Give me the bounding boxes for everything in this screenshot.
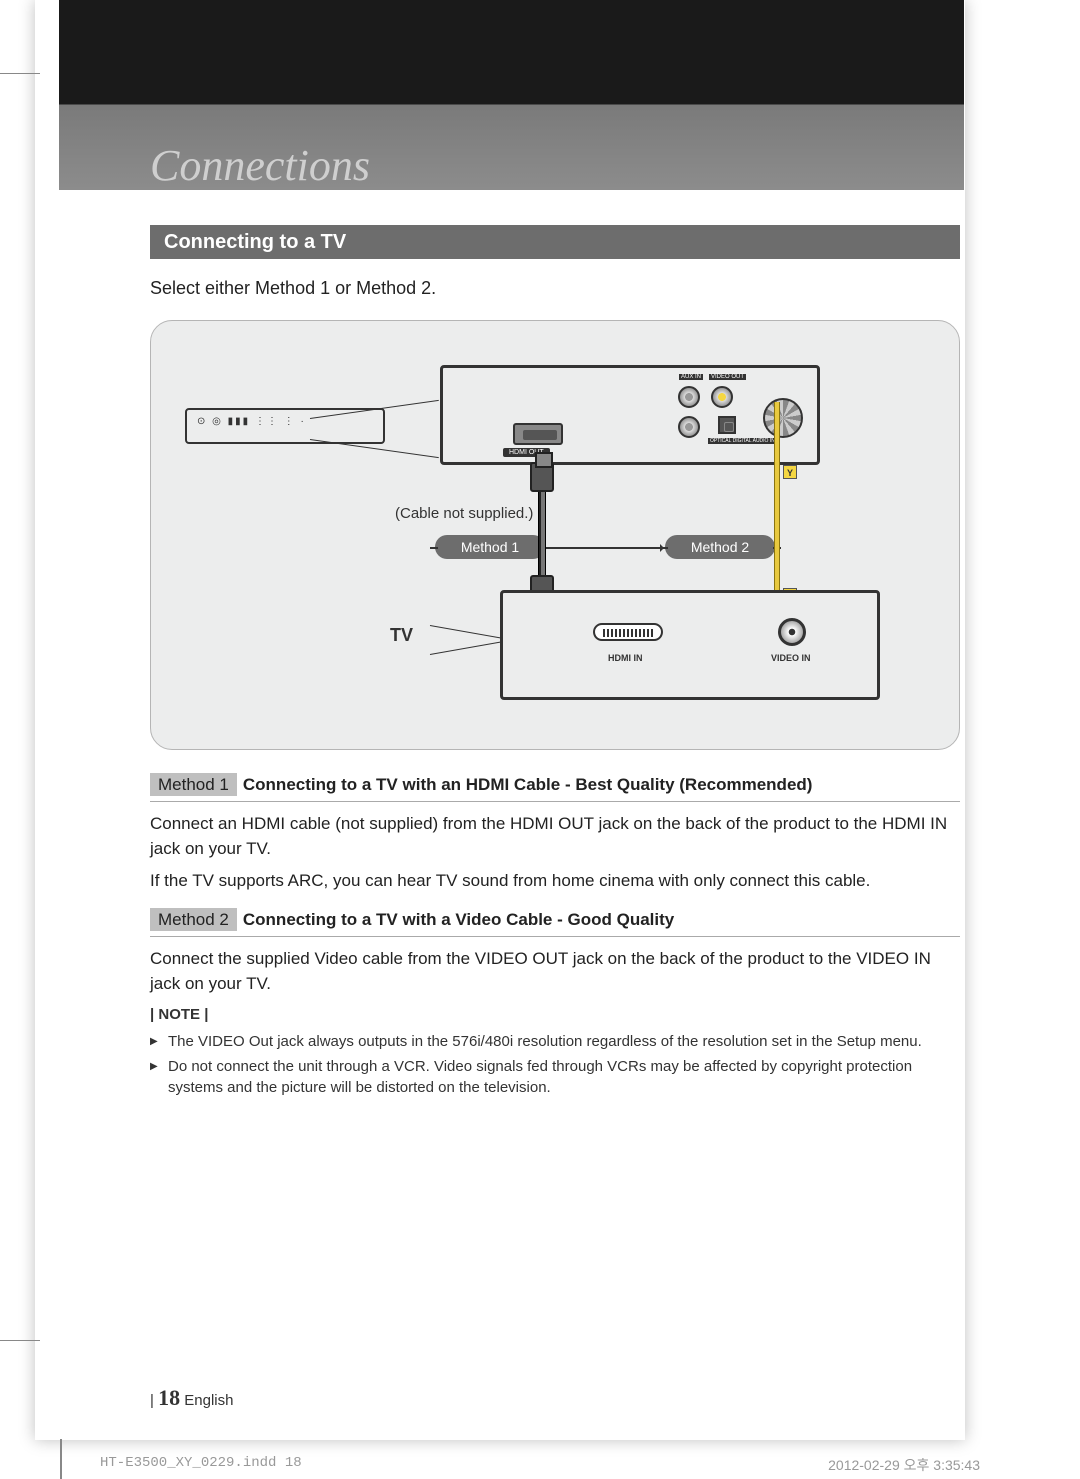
footer-language: English — [184, 1392, 233, 1409]
aux-in-jack-r — [678, 416, 700, 438]
aux-in-jack — [678, 386, 700, 408]
optical-label: OPTICAL DIGITAL AUDIO IN — [708, 438, 777, 444]
tv-label: TV — [390, 625, 413, 646]
page-number: 18 — [158, 1385, 180, 1410]
crop-mark — [60, 1439, 62, 1479]
method2-pill: Method 2 — [665, 535, 775, 559]
fan-vent — [763, 398, 803, 438]
method1-tag: Method 1 — [150, 773, 237, 796]
page-footer: | 18 English — [150, 1385, 233, 1411]
callout-lines — [430, 620, 505, 660]
tv-video-in-jack — [778, 618, 806, 646]
method1-pill: Method 1 — [435, 535, 545, 559]
videoout-label: VIDEO OUT — [709, 374, 746, 380]
device-rear-panel: HDMI OUT AUX IN VIDEO OUT OPTICAL DIGITA… — [440, 365, 820, 465]
method1-heading: Method 1 Connecting to a TV with an HDMI … — [150, 775, 960, 802]
chapter-title: Connections — [150, 140, 370, 191]
hdmi-plug-icon — [530, 462, 554, 492]
crop-mark — [0, 1340, 40, 1341]
method2-heading: Method 2 Connecting to a TV with a Video … — [150, 910, 960, 937]
tv-rear-panel: HDMI IN VIDEO IN — [500, 590, 880, 700]
connector-line — [430, 547, 438, 549]
video-cable — [774, 402, 780, 612]
callout-lines — [310, 418, 445, 440]
note-label: | NOTE | — [150, 1006, 960, 1023]
video-cable-tag: Y — [783, 465, 797, 479]
method2-tag: Method 2 — [150, 908, 237, 931]
method2-section: Method 2 Connecting to a TV with a Video … — [150, 910, 960, 1102]
intro-text: Select either Method 1 or Method 2. — [150, 278, 436, 299]
method1-title: Connecting to a TV with an HDMI Cable - … — [243, 775, 813, 794]
strip-icons: ⊙ ◎ ▮▮▮ ⋮⋮ ⋮ · — [197, 416, 306, 427]
tv-video-in-label: VIDEO IN — [771, 653, 811, 663]
aux-label: AUX IN — [679, 374, 703, 380]
print-timestamp: 2012-02-29 오후 3:35:43 — [828, 1455, 980, 1475]
note-item: The VIDEO Out jack always outputs in the… — [150, 1031, 960, 1052]
cable-not-supplied-note: (Cable not supplied.) — [395, 505, 533, 522]
print-filename: HT-E3500_XY_0229.indd 18 — [100, 1455, 302, 1471]
tv-hdmi-in-port — [593, 623, 663, 641]
connector-line — [660, 547, 668, 549]
section-header: Connecting to a TV — [150, 225, 960, 259]
video-out-jack — [711, 386, 733, 408]
crop-mark — [0, 73, 40, 74]
method1-section: Method 1 Connecting to a TV with an HDMI … — [150, 775, 960, 902]
note-list: The VIDEO Out jack always outputs in the… — [150, 1031, 960, 1098]
method2-title: Connecting to a TV with a Video Cable - … — [243, 910, 674, 929]
optical-port — [718, 416, 736, 434]
note-item: Do not connect the unit through a VCR. V… — [150, 1056, 960, 1098]
method1-body2: If the TV supports ARC, you can hear TV … — [150, 869, 960, 894]
method2-body1: Connect the supplied Video cable from th… — [150, 947, 960, 996]
tv-hdmi-in-label: HDMI IN — [608, 653, 643, 663]
connector-line — [546, 547, 666, 549]
method1-body1: Connect an HDMI cable (not supplied) fro… — [150, 812, 960, 861]
hdmi-out-port — [513, 423, 563, 445]
